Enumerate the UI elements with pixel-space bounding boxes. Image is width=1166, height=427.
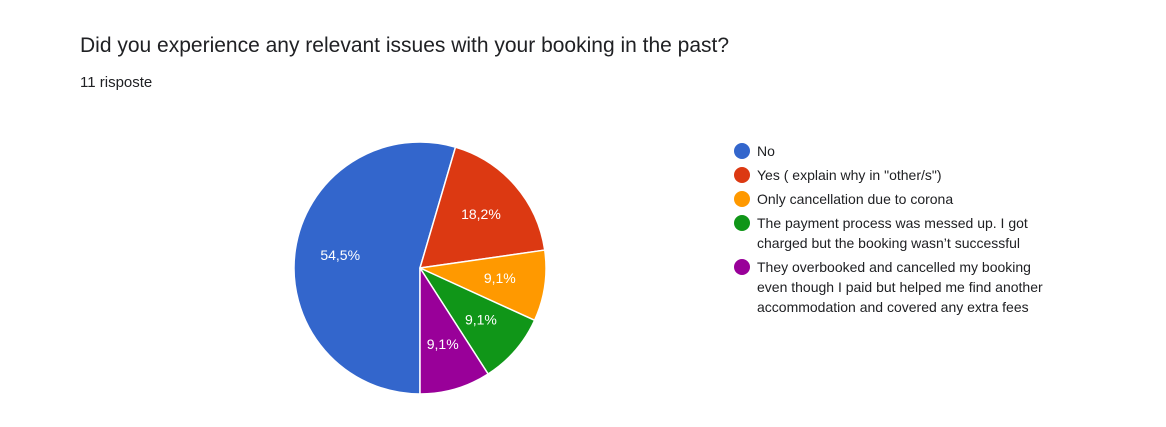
legend-color-swatch — [734, 259, 750, 275]
response-count: 11 risposte — [80, 74, 153, 91]
slice-percent-label: 18,2% — [461, 206, 501, 222]
legend-color-swatch — [734, 191, 750, 207]
slice-percent-label: 54,5% — [320, 247, 360, 263]
question-title: Did you experience any relevant issues w… — [80, 34, 730, 57]
legend-item[interactable]: Yes ( explain why in "other/s") — [733, 165, 1043, 185]
pie-slice[interactable] — [293, 141, 457, 395]
legend-label: No — [757, 143, 775, 159]
pie-slice[interactable] — [419, 267, 489, 395]
legend-label: They overbooked and cancelled my booking… — [757, 259, 1043, 315]
slice-percent-label: 9,1% — [465, 312, 497, 328]
slice-percent-label: 9,1% — [484, 270, 516, 286]
legend-color-swatch — [734, 167, 750, 183]
legend-color-swatch — [734, 143, 750, 159]
legend-item[interactable]: The payment process was messed up. I got… — [733, 213, 1043, 253]
slice-percent-label: 9,1% — [427, 336, 459, 352]
legend-label: Yes ( explain why in "other/s") — [757, 167, 942, 183]
legend-color-swatch — [734, 215, 750, 231]
legend-label: Only cancellation due to corona — [757, 191, 954, 207]
chart-legend: No Yes ( explain why in "other/s") Only ca… — [733, 141, 1043, 321]
pie-slice[interactable] — [419, 146, 546, 269]
legend-item[interactable]: They overbooked and cancelled my booking… — [733, 257, 1043, 317]
pie-chart-svg: 54,5% 18,2% 9,1% 9,1% 9,1% — [293, 141, 547, 395]
legend-label: The payment process was messed up. I got… — [757, 215, 1028, 251]
pie-chart: 54,5% 18,2% 9,1% 9,1% 9,1% — [280, 128, 560, 408]
legend-item[interactable]: Only cancellation due to corona — [733, 189, 1043, 209]
legend-item[interactable]: No — [733, 141, 1043, 161]
